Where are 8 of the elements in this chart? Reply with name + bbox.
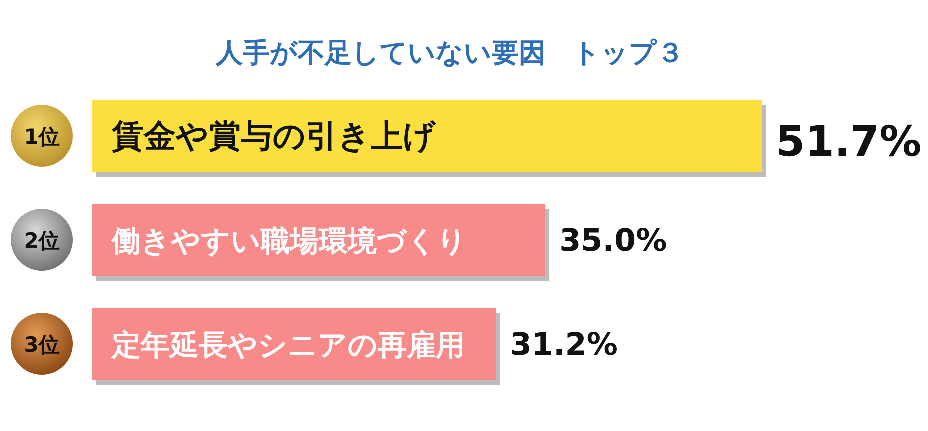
data-label: 51.7%	[776, 117, 922, 166]
y-tick-label: 定年延長やシニアの再雇用	[111, 328, 465, 362]
text: 3位	[24, 333, 60, 357]
chart-title: 人手が不足していない要因 トップ３	[215, 38, 684, 69]
data-label: 35.0%	[560, 223, 668, 260]
data-label: 31.2%	[510, 327, 618, 364]
text: 1位	[24, 125, 60, 149]
text: 2位	[24, 229, 60, 253]
